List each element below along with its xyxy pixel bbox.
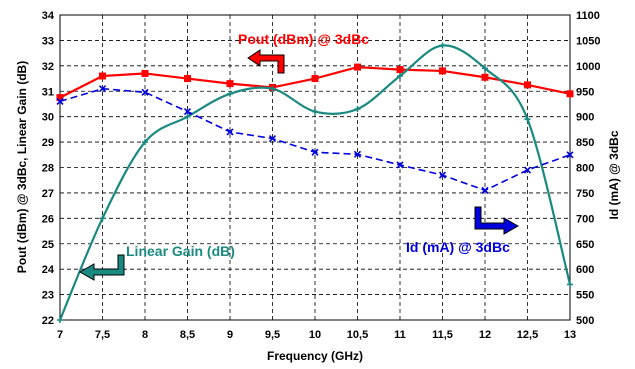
data-point: [567, 281, 573, 288]
y-left-tick-label: 25: [42, 239, 54, 251]
data-point: [57, 317, 63, 323]
y-right-tick-label: 850: [576, 137, 594, 149]
y-left-tick-label: 28: [42, 163, 54, 175]
pout-annotation: Pout (dBm) @ 3dBc: [238, 31, 369, 47]
data-point: [481, 186, 489, 194]
x-tick-label: 11: [394, 329, 406, 341]
series-layer: [56, 42, 574, 323]
id-annotation: Id (mA) @ 3dBc: [406, 239, 510, 255]
data-point: [353, 150, 362, 158]
data-point: [524, 81, 531, 89]
data-point: [312, 108, 318, 115]
x-tick-label: 12,5: [517, 329, 538, 341]
data-point: [354, 106, 361, 113]
y-right-tick-label: 1000: [576, 61, 600, 73]
y-left-tick-label: 22: [42, 315, 54, 327]
gain-annotation: Linear Gain (dB): [126, 243, 235, 259]
y-left-tick-label: 23: [42, 290, 54, 302]
data-point: [141, 88, 149, 96]
x-tick-label: 9,5: [265, 329, 280, 341]
data-point: [524, 116, 531, 123]
data-point: [268, 134, 277, 143]
data-point: [311, 75, 319, 83]
y-left-tick-label: 34: [42, 10, 55, 22]
x-tick-labels: 7 7,5 8 8,5 9 9,5 10 10,5 11 11,5 12 12,5 13: [57, 329, 576, 341]
y-left-tick-label: 26: [42, 213, 54, 225]
series-1: [57, 42, 573, 323]
y-right-tick-label: 500: [576, 315, 594, 327]
y-right-tick-label: 1100: [576, 10, 600, 22]
data-point: [523, 166, 532, 174]
x-tick-label: 8: [142, 329, 148, 341]
data-point: [397, 73, 403, 79]
data-point: [141, 69, 149, 77]
y-right-tick-label: 700: [576, 213, 594, 225]
data-point: [396, 66, 404, 74]
data-point: [226, 128, 234, 136]
y-right-tick-labels: 500 550 600 650 700 750 800 850 900 950 1000 1050 11…: [576, 10, 600, 327]
y-right-tick-label: 800: [576, 163, 594, 175]
data-point: [184, 113, 191, 120]
series-2: [56, 85, 574, 194]
data-point: [396, 161, 404, 169]
y-left-tick-label: 33: [42, 35, 54, 47]
gain-arrow: [78, 254, 125, 281]
data-point: [481, 73, 489, 81]
x-tick-label: 8,5: [180, 329, 195, 341]
data-point: [99, 215, 106, 222]
data-point: [354, 63, 361, 71]
data-point: [311, 148, 319, 156]
data-point: [56, 94, 64, 102]
data-point: [226, 80, 234, 88]
data-point: [98, 85, 107, 93]
y-left-axis-title: Pout (dBm) @ 3dBc, Linear Gain (dB): [15, 61, 29, 273]
y-left-tick-label: 31: [42, 86, 54, 98]
y-left-tick-label: 29: [42, 137, 54, 149]
y-right-tick-label: 600: [576, 264, 594, 276]
x-axis-title: Frequency (GHz): [267, 349, 363, 363]
y-left-tick-label: 32: [42, 61, 54, 73]
plot-area-border: [59, 14, 571, 321]
data-point: [438, 171, 447, 179]
x-tick-label: 7: [57, 329, 63, 341]
x-tick-label: 11,5: [432, 329, 453, 341]
y-left-tick-label: 30: [42, 112, 54, 124]
y-right-tick-label: 1050: [576, 35, 600, 47]
y-right-tick-label: 900: [576, 112, 594, 124]
x-tick-label: 7,5: [95, 329, 110, 341]
y-right-tick-label: 550: [576, 290, 594, 302]
data-point: [482, 65, 488, 72]
data-point: [184, 75, 191, 83]
y-right-tick-label: 750: [576, 188, 594, 200]
x-tick-label: 13: [564, 329, 576, 341]
y-left-tick-label: 27: [42, 188, 54, 200]
x-tick-label: 12: [479, 329, 491, 341]
y-left-tick-labels: 22 23 24 25 26 27 28 29 30 31 32 33 34: [42, 10, 55, 327]
grid: [59, 14, 571, 321]
y-right-tick-label: 650: [576, 239, 594, 251]
data-point: [227, 90, 233, 97]
data-point: [99, 72, 106, 80]
y-left-tick-label: 24: [42, 264, 55, 276]
y-right-tick-label: 950: [576, 86, 594, 98]
series-line: [59, 87, 571, 192]
data-point: [269, 85, 276, 92]
data-point: [183, 108, 192, 116]
pout-arrow: [247, 49, 285, 74]
data-point: [566, 90, 574, 98]
data-point: [439, 42, 446, 49]
data-point: [566, 151, 574, 159]
data-point: [142, 139, 148, 146]
id-arrow: [474, 206, 520, 235]
data-point: [439, 67, 446, 75]
y-right-axis-title: Id (mA) @ 3dBc: [607, 130, 621, 219]
x-tick-label: 9: [227, 329, 233, 341]
x-tick-label: 10,5: [347, 329, 368, 341]
x-tick-label: 10: [309, 329, 321, 341]
data-point: [56, 97, 64, 105]
